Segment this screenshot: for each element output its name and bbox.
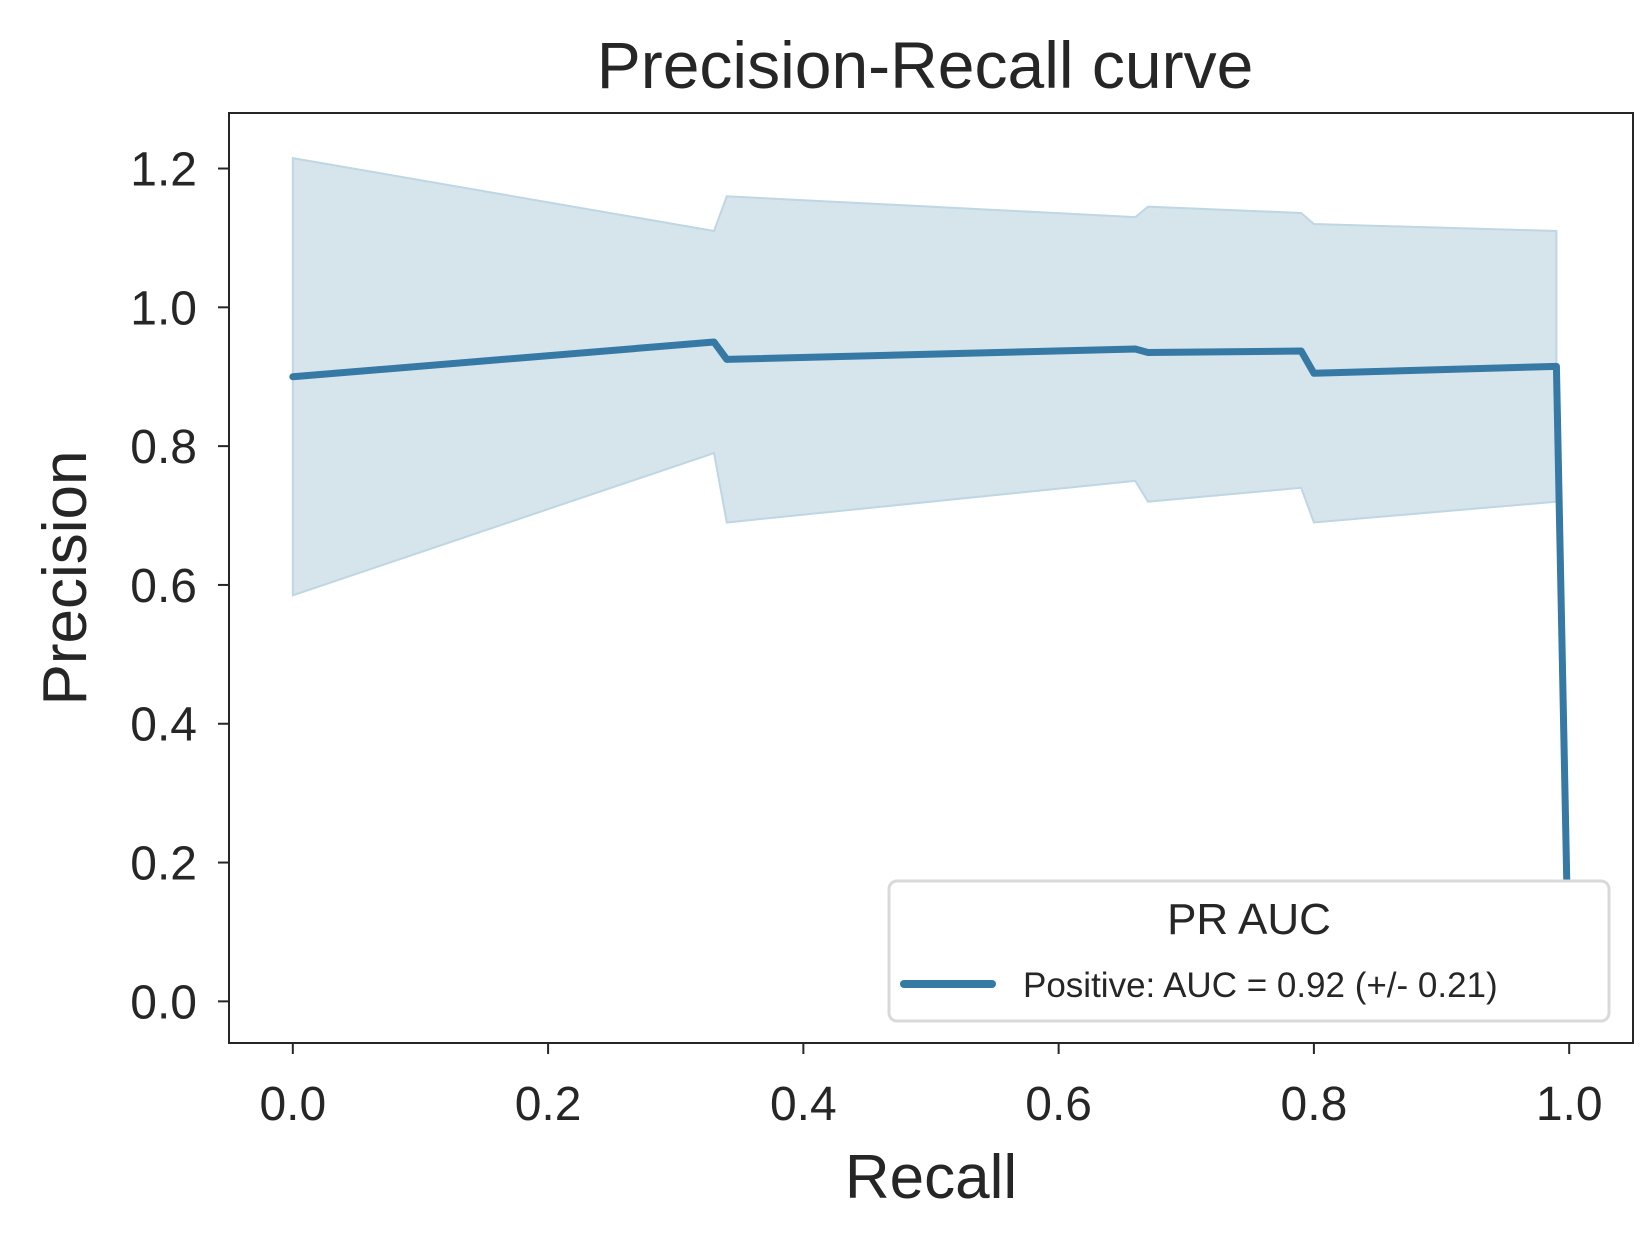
y-tick-label: 1.2	[130, 144, 197, 197]
series-line-layer	[289, 338, 1573, 1005]
x-axis-label: Recall	[845, 1143, 1017, 1212]
legend-series-label: Positive: AUC = 0.92 (+/- 0.21)	[1023, 966, 1498, 1005]
y-tick-label: 0.2	[130, 838, 197, 891]
axis-layer: 0.0 0.2 0.4 0.6 0.8 1.0 0.0 0.2 0.4 0.6 0.8 1.0 1.2	[130, 144, 1602, 1131]
legend-box	[887, 879, 1611, 1023]
y-axis-label: Precision	[31, 451, 100, 706]
legend-title: PR AUC	[1167, 895, 1331, 944]
x-tick-label: 0.2	[515, 1078, 582, 1131]
x-tick-label: 0.8	[1281, 1078, 1348, 1131]
x-tick-label: 0.6	[1025, 1078, 1092, 1131]
x-tick-label: 0.4	[770, 1078, 837, 1131]
y-tick-label: 1.0	[130, 282, 197, 335]
legend: PR AUC Positive: AUC = 0.92 (+/- 0.21)	[887, 879, 1611, 1023]
plot-frame	[228, 112, 1634, 1044]
y-tick-label: 0.0	[130, 976, 197, 1029]
x-tick-label: 0.0	[259, 1078, 326, 1131]
x-tick-label: 1.0	[1536, 1078, 1603, 1131]
y-tick-label: 0.8	[130, 421, 197, 474]
chart-title: Precision-Recall curve	[597, 28, 1254, 102]
y-tick-label: 0.6	[130, 560, 197, 613]
y-tick-label: 0.4	[130, 699, 197, 752]
series-line	[289, 338, 1573, 1005]
